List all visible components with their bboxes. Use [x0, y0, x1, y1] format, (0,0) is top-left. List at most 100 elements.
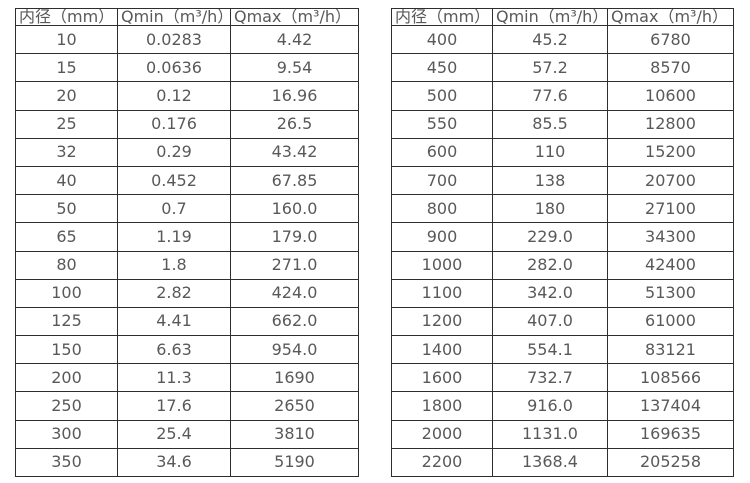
table-cell: 6780	[607, 24, 734, 55]
table-row: 200 11.3 1690	[15, 363, 359, 393]
flow-spec-table-large-diameter: 内径（mm） Qmin（m³/h） Qmax（m³/h） 400 45.2 6780 45…	[391, 8, 734, 478]
table-cell: 27100	[607, 194, 734, 224]
table-row: 500 77.6 10600	[391, 81, 734, 111]
table-cell: 1400	[391, 335, 493, 365]
table-cell: 43.42	[230, 137, 359, 167]
table-cell: 300	[15, 419, 118, 449]
table-cell: 282.0	[492, 250, 608, 280]
table-cell: 50	[15, 194, 118, 224]
table-row: 2000 1131.0 169635	[391, 419, 734, 449]
table-row: 450 57.2 8570	[391, 53, 734, 83]
table-row: 15 0.0636 9.54	[15, 53, 359, 83]
table-cell: 57.2	[492, 53, 608, 83]
table-cell: 15200	[607, 137, 734, 167]
table-cell: 550	[391, 109, 493, 139]
table-cell: 3810	[230, 419, 359, 449]
table-cell: 1200	[391, 306, 493, 337]
table-row: 80 1.8 271.0	[15, 250, 359, 280]
table-cell: 20700	[607, 165, 734, 196]
table-cell: 45.2	[492, 24, 608, 55]
table-cell: 1.19	[117, 222, 231, 252]
column-header: 内径（mm）	[15, 8, 118, 26]
table-cell: 407.0	[492, 306, 608, 337]
table-cell: 350	[15, 447, 118, 478]
table-cell: 20	[15, 81, 118, 111]
table-cell: 250	[15, 391, 118, 421]
table-cell: 32	[15, 137, 118, 167]
table-cell: 900	[391, 222, 493, 252]
table-cell: 0.452	[117, 165, 231, 196]
column-header: Qmax（m³/h）	[607, 8, 734, 26]
table-cell: 6.63	[117, 335, 231, 365]
table-row: 25 0.176 26.5	[15, 109, 359, 139]
table-cell: 2.82	[117, 278, 231, 308]
table-cell: 2200	[391, 447, 493, 478]
flow-spec-table-small-diameter: 内径（mm） Qmin（m³/h） Qmax（m³/h） 10 0.0283 4.42 1…	[15, 8, 359, 478]
table-row: 1800 916.0 137404	[391, 391, 734, 421]
table-cell: 1.8	[117, 250, 231, 280]
table-row: 700 138 20700	[391, 165, 734, 196]
table-cell: 25.4	[117, 419, 231, 449]
table-cell: 500	[391, 81, 493, 111]
table-row: 600 110 15200	[391, 137, 734, 167]
table-cell: 205258	[607, 447, 734, 478]
table-cell: 954.0	[230, 335, 359, 365]
table-cell: 1690	[230, 363, 359, 393]
table-cell: 342.0	[492, 278, 608, 308]
table-cell: 61000	[607, 306, 734, 337]
table-cell: 0.12	[117, 81, 231, 111]
table-cell: 1131.0	[492, 419, 608, 449]
table-cell: 2650	[230, 391, 359, 421]
table-cell: 160.0	[230, 194, 359, 224]
column-header: Qmin（m³/h）	[117, 8, 231, 26]
table-cell: 5190	[230, 447, 359, 478]
table-cell: 600	[391, 137, 493, 167]
column-header: 内径（mm）	[391, 8, 493, 26]
table-cell: 179.0	[230, 222, 359, 252]
table-cell: 10	[15, 24, 118, 55]
table-cell: 67.85	[230, 165, 359, 196]
header-row: 内径（mm） Qmin（m³/h） Qmax（m³/h）	[391, 8, 734, 26]
table-cell: 916.0	[492, 391, 608, 421]
table-cell: 400	[391, 24, 493, 55]
table-cell: 125	[15, 306, 118, 337]
table-cell: 12800	[607, 109, 734, 139]
table-cell: 15	[15, 53, 118, 83]
table-row: 300 25.4 3810	[15, 419, 359, 449]
table-cell: 169635	[607, 419, 734, 449]
table-row: 1600 732.7 108566	[391, 363, 734, 393]
table-cell: 1600	[391, 363, 493, 393]
table-cell: 138	[492, 165, 608, 196]
table-row: 550 85.5 12800	[391, 109, 734, 139]
table-cell: 8570	[607, 53, 734, 83]
table-row: 65 1.19 179.0	[15, 222, 359, 252]
table-cell: 0.0636	[117, 53, 231, 83]
table-cell: 271.0	[230, 250, 359, 280]
column-header: Qmax（m³/h）	[230, 8, 359, 26]
table-cell: 16.96	[230, 81, 359, 111]
table-row: 400 45.2 6780	[391, 24, 734, 55]
table-row: 1100 342.0 51300	[391, 278, 734, 308]
table-cell: 554.1	[492, 335, 608, 365]
table-cell: 1000	[391, 250, 493, 280]
table-cell: 800	[391, 194, 493, 224]
table-cell: 0.176	[117, 109, 231, 139]
table-cell: 732.7	[492, 363, 608, 393]
table-row: 150 6.63 954.0	[15, 335, 359, 365]
table-cell: 180	[492, 194, 608, 224]
table-row: 100 2.82 424.0	[15, 278, 359, 308]
table-row: 2200 1368.4 205258	[391, 447, 734, 478]
table-cell: 137404	[607, 391, 734, 421]
table-cell: 424.0	[230, 278, 359, 308]
table-row: 10 0.0283 4.42	[15, 24, 359, 55]
table-cell: 65	[15, 222, 118, 252]
table-cell: 77.6	[492, 81, 608, 111]
table-cell: 34.6	[117, 447, 231, 478]
table-cell: 9.54	[230, 53, 359, 83]
table-cell: 34300	[607, 222, 734, 252]
table-cell: 26.5	[230, 109, 359, 139]
table-cell: 25	[15, 109, 118, 139]
table-cell: 17.6	[117, 391, 231, 421]
table-cell: 100	[15, 278, 118, 308]
